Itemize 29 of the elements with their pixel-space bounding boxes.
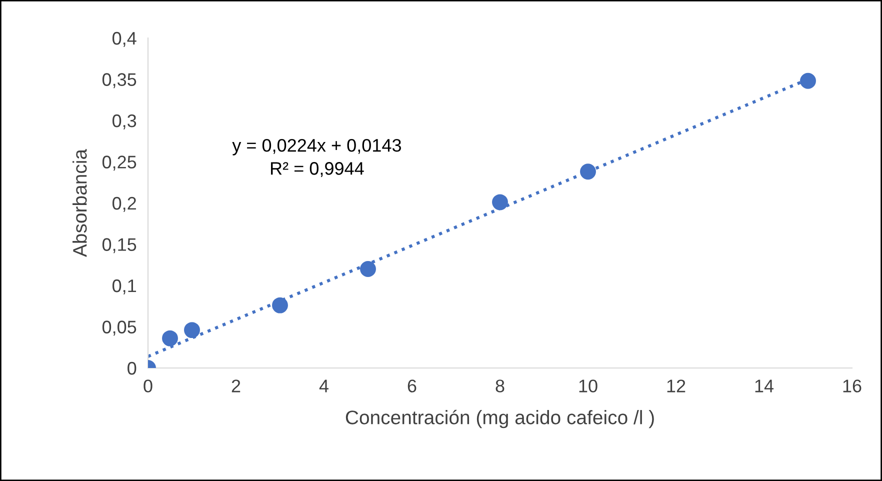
y-tick-label: 0,15 xyxy=(102,238,136,254)
x-tick-label: 8 xyxy=(496,380,504,392)
y-tick-label: 0,4 xyxy=(112,32,136,47)
x-tick-label: 0 xyxy=(144,380,152,392)
point xyxy=(360,261,376,277)
y-tick-label: 0,25 xyxy=(102,156,136,171)
point xyxy=(492,194,508,210)
annotation: y = 0,0224x + 0,0143 xyxy=(232,138,401,156)
y-tick-label: 0,1 xyxy=(112,279,136,294)
y-tick-label: 0,2 xyxy=(112,196,136,212)
x-tick-label: 2 xyxy=(232,380,240,392)
y-tick-label: 0 xyxy=(128,362,136,375)
x-tick-label: 6 xyxy=(408,380,416,392)
x-tick-label: 4 xyxy=(319,380,328,392)
point xyxy=(162,330,178,346)
x-tick-label: 10 xyxy=(579,380,598,392)
x-tick-label: 14 xyxy=(755,380,774,392)
point xyxy=(272,297,288,314)
x-tick-label: 12 xyxy=(667,380,686,392)
y-axis-title: Absorbancia xyxy=(72,148,87,258)
x-tick-label: 16 xyxy=(843,380,862,392)
y-tick-label: 0,05 xyxy=(102,320,136,336)
annotation: R² = 0,9944 xyxy=(271,162,364,177)
point xyxy=(580,164,596,180)
point xyxy=(184,322,200,338)
point xyxy=(800,72,816,89)
x-axis-title: Concentración (mg acido cafeico /l ) xyxy=(346,410,654,428)
y-tick-label: 0,3 xyxy=(112,114,136,130)
y-tick-label: 0,35 xyxy=(102,73,136,88)
